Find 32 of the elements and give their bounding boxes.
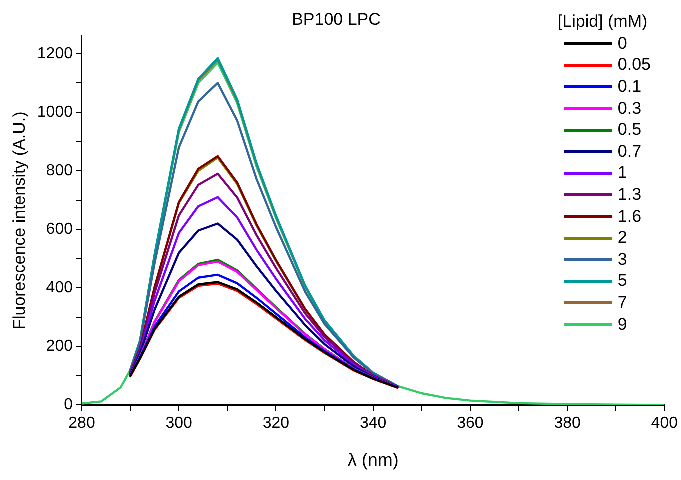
x-tick-label: 300: [166, 415, 193, 432]
x-axis-title: λ (nm): [348, 450, 399, 470]
x-tick-label: 380: [554, 415, 581, 432]
y-tick-label: 800: [46, 162, 74, 180]
legend-label: 0.7: [618, 142, 642, 162]
legend-label: 7: [618, 292, 628, 313]
y-tick-label: 600: [46, 220, 74, 238]
legend-label: 2: [618, 228, 628, 248]
x-tick-label: 280: [68, 415, 96, 432]
x-tick-label: 360: [457, 415, 484, 432]
y-tick-label: 1200: [37, 45, 74, 62]
x-tick-label: 320: [262, 415, 290, 432]
legend-label: 1: [618, 163, 628, 184]
legend-label: 0.1: [618, 76, 642, 97]
legend-label: 0.05: [618, 55, 651, 76]
legend-label: 1.6: [618, 206, 642, 227]
y-tick-label: 400: [46, 280, 74, 297]
y-axis-title: Fluorescence intensity (A.U.): [10, 112, 29, 330]
legend-label: 0: [618, 34, 628, 54]
y-tick-label: 200: [46, 338, 74, 356]
legend-label: 5: [618, 271, 628, 292]
x-tick-label: 340: [360, 415, 387, 432]
legend-label: 1.3: [618, 184, 642, 205]
y-tick-label: 1000: [37, 104, 74, 121]
x-tick-label: 400: [651, 415, 678, 432]
legend-title: [Lipid] (mM): [558, 12, 649, 32]
legend-label: 0.3: [618, 98, 642, 119]
legend-label: 9: [618, 314, 628, 335]
y-tick-label: 0: [64, 396, 74, 414]
chart-title: BP100 LPC: [292, 10, 381, 29]
legend-label: 0.5: [618, 120, 642, 140]
legend-label: 3: [618, 250, 628, 270]
